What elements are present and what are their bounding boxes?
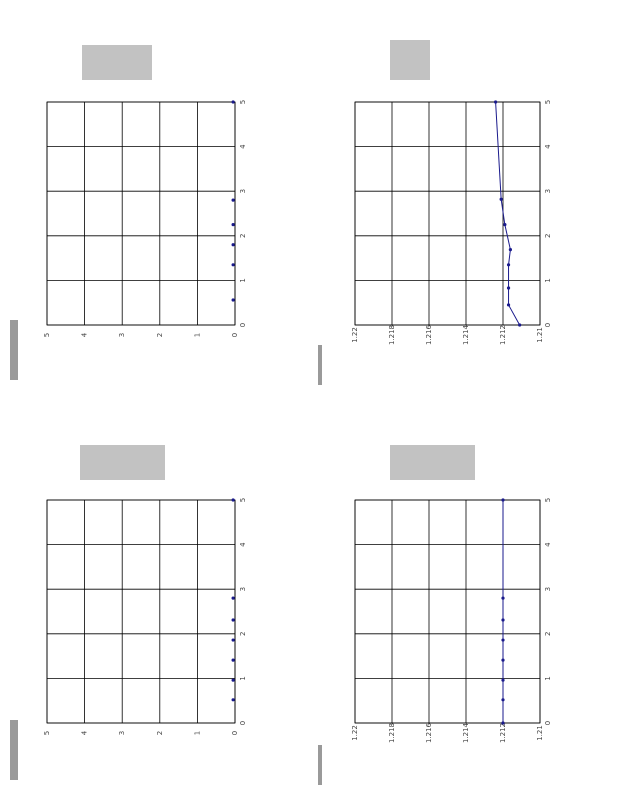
data-point	[231, 263, 235, 267]
x-tick-label: 3	[239, 587, 247, 591]
x-tick-label: 2	[544, 632, 552, 636]
y-tick-label: 1.216	[425, 722, 433, 743]
x-tick-label: 4	[239, 144, 247, 149]
y-tick-label: 4	[81, 730, 89, 735]
data-point	[231, 678, 235, 682]
x-tick-label: 2	[239, 632, 247, 636]
y-tick-label: 2	[156, 731, 164, 735]
y-tick-label: 1	[193, 333, 201, 337]
y-tick-label: 1	[193, 731, 201, 735]
legend-block	[82, 45, 152, 80]
x-tick-label: 0	[544, 323, 552, 327]
data-point	[231, 498, 235, 502]
x-tick-label: 3	[544, 189, 552, 193]
legend-block	[390, 445, 475, 480]
x-tick-label: 4	[544, 542, 552, 547]
data-point	[231, 698, 235, 702]
y-tick-label: 1.21	[536, 725, 544, 741]
data-point	[508, 248, 512, 252]
x-tick-label: 3	[544, 587, 552, 591]
y-tick-label: 0	[231, 731, 239, 735]
y-tick-label: 1.22	[351, 327, 359, 343]
y-tick-label: 1.218	[388, 723, 396, 743]
y-tick-label: 1.214	[462, 722, 470, 743]
data-point	[499, 197, 503, 201]
x-tick-label: 3	[239, 189, 247, 193]
data-point	[501, 658, 505, 662]
data-point	[231, 658, 235, 662]
x-tick-label: 5	[544, 100, 552, 104]
y-tick-label: 2	[156, 333, 164, 337]
y-tick-label: 1.214	[462, 324, 470, 345]
data-point	[231, 198, 235, 202]
data-point	[506, 263, 511, 267]
legend-block	[80, 445, 165, 480]
y-tick-label: 1.212	[499, 723, 507, 743]
data-point	[503, 223, 507, 227]
legend-block	[390, 40, 430, 80]
data-point	[506, 303, 511, 307]
y-tick-label: 1.22	[351, 725, 359, 741]
x-tick-label: 1	[544, 676, 552, 680]
y-tick-label: 5	[43, 333, 51, 337]
x-tick-label: 0	[239, 323, 247, 327]
y-tick-label: 1.216	[425, 324, 433, 345]
data-point	[231, 223, 235, 227]
data-point	[501, 678, 505, 682]
x-tick-label: 1	[239, 676, 247, 680]
caption-block	[318, 345, 322, 385]
x-tick-label: 5	[239, 100, 247, 104]
x-tick-label: 0	[239, 721, 247, 725]
y-tick-label: 0	[231, 333, 239, 337]
data-point	[231, 638, 235, 642]
series-line	[495, 101, 521, 326]
text-smudges	[10, 40, 475, 785]
y-tick-label: 1.21	[536, 327, 544, 343]
x-tick-label: 1	[544, 278, 552, 282]
data-point	[231, 100, 235, 104]
data-point	[506, 286, 511, 290]
caption-block	[10, 320, 18, 380]
caption-block	[318, 745, 322, 785]
x-tick-label: 2	[544, 234, 552, 238]
data-point	[231, 298, 235, 302]
y-tick-label: 1.218	[388, 325, 396, 345]
x-tick-label: 4	[544, 144, 552, 149]
data-point	[501, 596, 505, 600]
plot-frame	[46, 101, 236, 326]
data-point	[501, 618, 505, 622]
x-tick-label: 5	[544, 498, 552, 502]
y-tick-label: 1.212	[499, 325, 507, 345]
caption-block	[10, 720, 18, 780]
plot-frame	[354, 499, 541, 724]
data-point	[231, 596, 235, 600]
y-tick-label: 3	[118, 731, 126, 735]
y-tick-label: 4	[81, 332, 89, 337]
x-tick-label: 2	[239, 234, 247, 238]
x-tick-label: 0	[544, 721, 552, 725]
data-point	[494, 100, 498, 104]
x-tick-label: 4	[239, 542, 247, 547]
data-point	[231, 618, 235, 622]
y-tick-label: 5	[43, 731, 51, 735]
x-tick-label: 1	[239, 278, 247, 282]
data-point	[501, 498, 505, 502]
x-tick-label: 5	[239, 498, 247, 502]
y-tick-label: 3	[118, 333, 126, 337]
data-point	[501, 638, 505, 642]
data-point	[501, 698, 505, 702]
data-point	[518, 323, 522, 327]
data-point	[231, 243, 235, 247]
plot-frame	[354, 101, 541, 326]
plot-frame	[46, 499, 236, 724]
data-point	[501, 721, 505, 725]
